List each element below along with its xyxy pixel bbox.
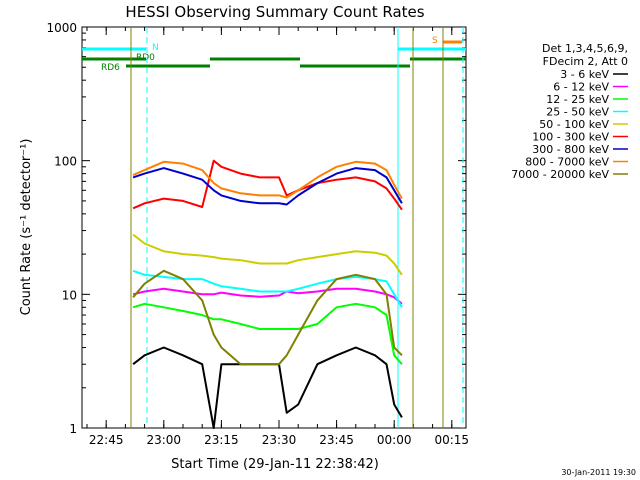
x-tick-label: 23:45 (319, 433, 354, 447)
legend-entry: 800 - 7000 keV (525, 156, 609, 169)
flag-label-rd0: RD0 (136, 53, 155, 63)
legend-entry: 100 - 300 keV (532, 131, 609, 144)
legend-header: FDecim 2, Att 0 (543, 55, 628, 68)
x-tick-label: 23:15 (204, 433, 239, 447)
flag-label-s: S (432, 36, 438, 46)
legend: Det 1,3,4,5,6,9,FDecim 2, Att 03 - 6 keV… (511, 42, 628, 181)
chart-title: HESSI Observing Summary Count Rates (125, 3, 424, 21)
x-tick-label: 23:30 (262, 433, 297, 447)
y-tick-label: 100 (54, 155, 77, 169)
series-line-0 (132, 346, 403, 429)
legend-entry: 12 - 25 keV (546, 93, 609, 106)
legend-entry: 3 - 6 keV (560, 68, 609, 81)
x-tick-label: 23:00 (146, 433, 181, 447)
series-line-4 (132, 233, 403, 276)
legend-entry: 7000 - 20000 keV (511, 168, 609, 181)
y-axis-label: Count Rate (s⁻¹ detector⁻¹) (19, 139, 34, 316)
x-axis-label: Start Time (29-Jan-11 22:38:42) (171, 457, 379, 472)
plot-area: 1 10 100 1000 22:45 23:00 23:15 23:30 23:45 00:00… (46, 21, 469, 447)
x-tick-label: 00:00 (377, 433, 412, 447)
plot-frame (81, 26, 467, 429)
series-line-2 (132, 302, 403, 365)
series-line-5 (132, 159, 403, 211)
series-line-6 (132, 167, 403, 206)
x-tick-label: 00:15 (434, 433, 469, 447)
y-tick-label: 1000 (46, 21, 77, 35)
flag-label-rd6: RD6 (101, 63, 120, 73)
legend-entry: 6 - 12 keV (553, 81, 609, 94)
flag-label-n: N (152, 43, 159, 53)
legend-header: Det 1,3,4,5,6,9, (542, 42, 628, 55)
legend-entry: 50 - 100 keV (539, 118, 609, 131)
legend-entry: 300 - 800 keV (532, 143, 609, 156)
series-line-7 (132, 160, 403, 200)
timestamp: 30-Jan-2011 19:30 (561, 468, 636, 477)
y-tick-label: 10 (62, 288, 77, 302)
x-tick-label: 22:45 (89, 433, 124, 447)
legend-entry: 25 - 50 keV (546, 106, 609, 119)
y-tick-label: 1 (69, 422, 77, 436)
series-line-8 (132, 269, 403, 366)
series-line-1 (132, 287, 403, 305)
